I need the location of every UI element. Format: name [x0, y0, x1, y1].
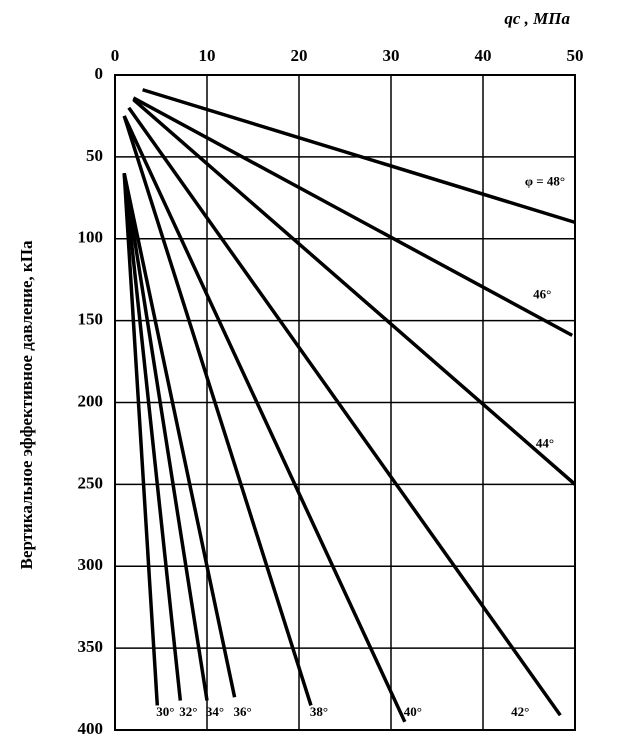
- y-tick-label: 400: [78, 719, 104, 738]
- line: [122, 115, 407, 723]
- line: [132, 98, 577, 486]
- y-tick-label: 0: [95, 64, 104, 83]
- series-label: 32°: [179, 704, 197, 719]
- y-tick-label: 350: [78, 637, 104, 656]
- plot-frame: [114, 74, 576, 731]
- line: [122, 115, 313, 706]
- series-label: 38°: [310, 704, 328, 719]
- line: [122, 173, 160, 706]
- y-tick-label: 300: [78, 555, 104, 574]
- line: [122, 172, 237, 698]
- line: [132, 96, 574, 337]
- series-label: 34°: [206, 704, 224, 719]
- x-tick-label: 0: [111, 46, 120, 65]
- y-tick-label: 250: [78, 473, 104, 492]
- x-tick-label: 10: [199, 46, 216, 65]
- line: [122, 172, 209, 701]
- y-tick-label: 50: [86, 146, 103, 165]
- series-label: 40°: [404, 704, 422, 719]
- series-label: 36°: [233, 704, 251, 719]
- line: [122, 173, 183, 701]
- series-label: 30°: [156, 704, 174, 719]
- series-label: 42°: [511, 704, 529, 719]
- series-label: 44°: [536, 435, 554, 450]
- series-label: φ = 48°: [525, 173, 565, 188]
- y-axis-title: Вертикальное эффективное давление, кПа: [17, 240, 36, 569]
- x-tick-label: 50: [567, 46, 584, 65]
- x-tick-label: 30: [383, 46, 400, 65]
- x-tick-label: 40: [475, 46, 492, 65]
- series-label: 46°: [533, 286, 551, 301]
- line: [127, 106, 562, 717]
- y-tick-label: 100: [78, 228, 104, 247]
- x-tick-label: 20: [291, 46, 308, 65]
- line: [142, 88, 576, 225]
- y-tick-label: 200: [78, 391, 104, 410]
- x-axis-title: qc , МПа: [504, 9, 570, 28]
- y-tick-label: 150: [78, 310, 104, 329]
